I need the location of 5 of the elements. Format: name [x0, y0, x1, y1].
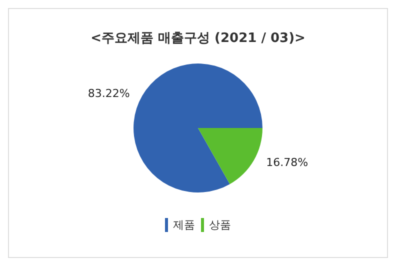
legend-label: 상품 — [209, 218, 231, 232]
data-label: 83.22% — [88, 87, 130, 100]
data-label: 16.78% — [266, 156, 308, 169]
chart-title: <주요제품 매출구성 (2021 / 03)> — [90, 31, 306, 46]
legend-label: 제품 — [173, 218, 195, 232]
